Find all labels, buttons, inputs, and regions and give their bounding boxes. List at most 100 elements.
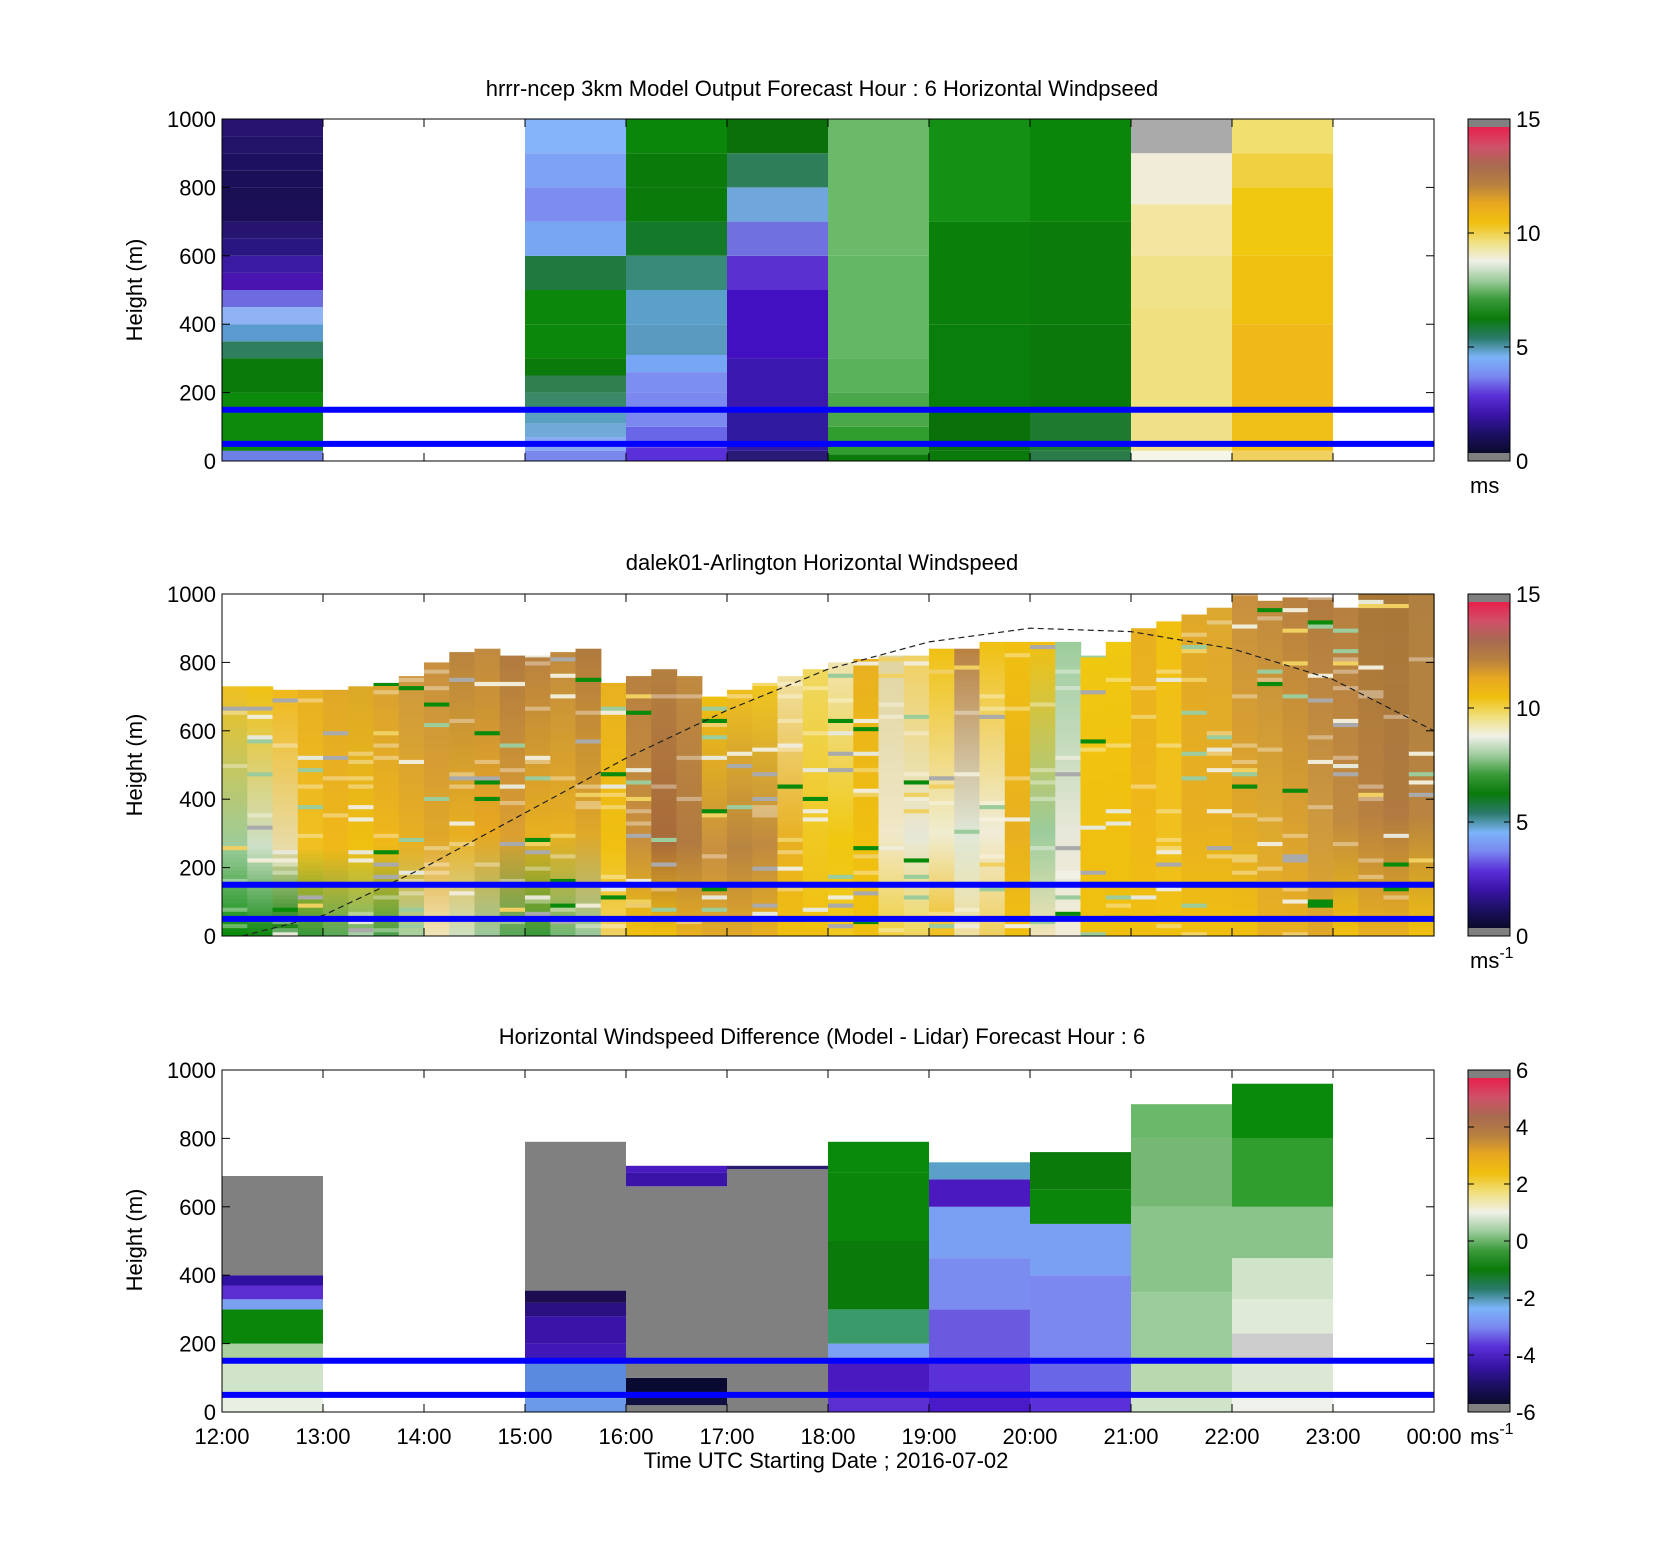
heatmap-cell [979,780,1006,785]
heatmap-cell [550,862,577,867]
heatmap-cell [1257,726,1284,732]
heatmap-cell [1030,652,1056,658]
heatmap-cell [1131,899,1157,904]
heatmap-cell [1307,714,1334,719]
heatmap-cell [1358,825,1385,830]
heatmap-cell [903,866,930,871]
heatmap-cell [272,870,299,875]
heatmap-cell [1156,821,1183,826]
heatmap-cell [373,739,400,744]
heatmap-cell [1307,759,1334,764]
heatmap-cell [525,119,626,154]
heatmap-cell [424,849,450,855]
heatmap-cell [1080,767,1107,773]
heatmap-cell [247,784,274,789]
heatmap-cell [323,862,349,867]
heatmap-cell [1156,849,1183,855]
heatmap-cell [323,890,349,896]
heatmap-cell [1030,685,1056,691]
heatmap-cell [1358,640,1385,645]
heatmap-cell [247,718,274,723]
heatmap-cell [1156,677,1183,682]
heatmap-cell [1055,702,1082,707]
heatmap-cell [222,886,248,892]
heatmap-cell [1333,874,1359,879]
heatmap-cell [247,825,274,830]
heatmap-cell [1358,743,1385,748]
heatmap-cell [903,878,930,883]
heatmap-cell [979,792,1006,797]
heatmap-cell [676,763,703,769]
heatmap-cell [1131,1292,1232,1361]
heatmap-cell [1383,907,1410,912]
heatmap-cell [777,899,804,904]
heatmap-cell [1156,648,1183,654]
heatmap-cell [550,907,577,912]
heatmap-cell [929,895,955,900]
heatmap-cell [1282,796,1309,801]
heatmap-cell [449,903,476,908]
heatmap-cell [853,771,880,777]
heatmap-cell [1232,628,1258,633]
heatmap-cell [272,837,299,842]
heatmap-cell [1105,890,1132,896]
heatmap-cell [903,718,930,723]
heatmap-cell [954,759,981,764]
heatmap-cell [297,853,324,859]
heatmap-cell [1156,621,1183,625]
heatmap-cell [626,907,652,912]
heatmap-cell [1383,771,1410,777]
heatmap-cell [398,907,425,912]
heatmap-cell [1232,874,1258,879]
heatmap-cell [1181,620,1208,625]
heatmap-cell [1055,829,1082,834]
heatmap-cell [929,722,955,728]
heatmap-cell [853,808,880,814]
heatmap-cell [474,804,501,810]
heatmap-cell [323,755,349,760]
colorbar-over [1468,594,1510,602]
heatmap-cell [525,392,626,410]
heatmap-cell [929,771,955,777]
heatmap-cell [878,895,905,900]
heatmap-cell [600,784,627,789]
heatmap-cell [449,734,476,740]
heatmap-cell [1257,767,1284,773]
heatmap-cell [929,718,955,723]
heatmap-cell [575,808,602,814]
heatmap-cell [272,817,299,822]
heatmap-cell [1131,833,1157,838]
heatmap-cell [297,767,324,773]
heatmap-cell [777,800,804,806]
heatmap-cell [651,817,678,822]
heatmap-cell [878,927,905,933]
heatmap-cell [954,845,981,851]
heatmap-cell [575,866,602,871]
heatmap-cell [1030,324,1131,410]
heatmap-cell [297,763,324,769]
heatmap-cell [929,808,955,814]
heatmap-cell [247,739,274,744]
heatmap-cell [651,739,678,744]
heatmap-cell [651,759,678,764]
heatmap-cell [903,763,930,769]
heatmap-cell [1156,923,1183,929]
heatmap-cell [525,1302,626,1317]
heatmap-cell [1282,771,1309,777]
heatmap-cell [373,734,400,740]
heatmap-cell [600,911,627,916]
heatmap-cell [802,800,829,806]
heatmap-cell [1030,903,1056,908]
heatmap-cell [1232,1258,1333,1300]
heatmap-cell [878,886,905,892]
heatmap-cell [373,841,400,847]
heatmap-cell [777,722,804,728]
heatmap-cell [247,706,274,711]
heatmap-cell [222,747,248,752]
heatmap-cell [954,718,981,723]
heatmap-cell [1206,899,1233,904]
heatmap-cell [272,858,299,863]
heatmap-cell [1206,792,1233,797]
heatmap-cell [954,669,981,674]
heatmap-cell [474,853,501,859]
